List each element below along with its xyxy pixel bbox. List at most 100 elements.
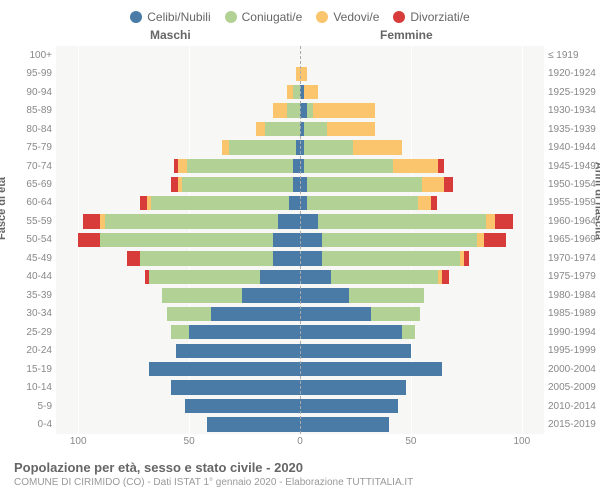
bar-segment	[78, 233, 100, 247]
bar-segment	[176, 344, 300, 358]
male-half	[56, 399, 300, 413]
bar-segment	[178, 159, 187, 173]
female-half	[300, 233, 544, 247]
bar-segment	[185, 399, 300, 413]
age-tick: 40-44	[0, 268, 52, 286]
male-half	[56, 140, 300, 154]
bar-segment	[402, 325, 415, 339]
chart-subtitle: COMUNE DI CIRIMIDO (CO) - Dati ISTAT 1° …	[14, 477, 586, 488]
female-half	[300, 214, 544, 228]
age-ticks: 100+95-9990-9485-8980-8475-7970-7465-696…	[0, 46, 56, 434]
female-half	[300, 251, 544, 265]
bar-segment	[304, 159, 393, 173]
female-half	[300, 270, 544, 284]
bar-segment	[313, 103, 375, 117]
bar-segment	[293, 159, 300, 173]
birth-tick: 1925-1929	[548, 83, 600, 101]
male-half	[56, 177, 300, 191]
legend: Celibi/Nubili Coniugati/e Vedovi/e Divorzia…	[0, 0, 600, 28]
bar-segment	[83, 214, 101, 228]
male-half	[56, 48, 300, 62]
bar-segment	[495, 214, 513, 228]
female-half	[300, 344, 544, 358]
legend-item: Coniugati/e	[225, 10, 303, 24]
bar-segment	[300, 288, 349, 302]
bar-segment	[300, 307, 371, 321]
bar-segment	[149, 362, 300, 376]
male-half	[56, 325, 300, 339]
age-tick: 75-79	[0, 138, 52, 156]
bar-segment	[322, 233, 477, 247]
bar-segment	[167, 307, 211, 321]
bar-segment	[293, 177, 300, 191]
male-half	[56, 270, 300, 284]
bar-segment	[287, 103, 300, 117]
age-tick: 45-49	[0, 249, 52, 267]
bar-segment	[300, 251, 322, 265]
male-half	[56, 344, 300, 358]
bar-segment	[162, 288, 242, 302]
legend-dot	[393, 11, 405, 23]
age-tick: 10-14	[0, 378, 52, 396]
header-female: Femmine	[380, 28, 433, 42]
center-line	[300, 46, 301, 434]
birth-tick: 1930-1934	[548, 101, 600, 119]
female-half	[300, 122, 544, 136]
bar-segment	[273, 251, 300, 265]
female-half	[300, 380, 544, 394]
bar-segment	[171, 325, 189, 339]
x-tick: 100	[70, 436, 87, 447]
x-tick: 50	[405, 436, 416, 447]
birth-tick: 1920-1924	[548, 64, 600, 82]
legend-label: Divorziati/e	[410, 10, 469, 24]
bar-segment	[431, 196, 438, 210]
age-tick: 30-34	[0, 305, 52, 323]
bar-segment	[140, 196, 147, 210]
legend-label: Vedovi/e	[333, 10, 379, 24]
y-axis-label-left: Fasce di età	[0, 177, 8, 240]
bar-segment	[187, 159, 293, 173]
header-male: Maschi	[150, 28, 191, 42]
bar-segment	[304, 85, 317, 99]
bar-segment	[486, 214, 495, 228]
bar-segment	[278, 214, 300, 228]
bar-segment	[331, 270, 437, 284]
birth-tick: 1990-1994	[548, 323, 600, 341]
bar-segment	[304, 122, 326, 136]
male-half	[56, 380, 300, 394]
female-half	[300, 307, 544, 321]
bar-segment	[222, 140, 229, 154]
male-half	[56, 159, 300, 173]
bar-segment	[300, 380, 406, 394]
male-half	[56, 214, 300, 228]
bar-segment	[442, 270, 449, 284]
plot-area	[56, 46, 544, 434]
bar-segment	[422, 177, 444, 191]
female-half	[300, 325, 544, 339]
bar-segment	[229, 140, 296, 154]
birth-tick: 1970-1974	[548, 249, 600, 267]
female-half	[300, 417, 544, 431]
male-half	[56, 362, 300, 376]
legend-item: Celibi/Nubili	[130, 10, 210, 24]
legend-item: Divorziati/e	[393, 10, 469, 24]
bar-segment	[100, 233, 273, 247]
bar-segment	[300, 214, 318, 228]
legend-dot	[316, 11, 328, 23]
male-half	[56, 122, 300, 136]
age-tick: 25-29	[0, 323, 52, 341]
bar-segment	[307, 177, 422, 191]
birth-tick: ≤ 1919	[548, 46, 600, 64]
female-half	[300, 85, 544, 99]
female-half	[300, 196, 544, 210]
bar-segment	[300, 417, 389, 431]
age-tick: 15-19	[0, 360, 52, 378]
chart-title: Popolazione per età, sesso e stato civil…	[14, 460, 586, 475]
bar-segment	[322, 251, 460, 265]
bar-segment	[300, 344, 411, 358]
bar-segment	[149, 270, 260, 284]
female-half	[300, 288, 544, 302]
bar-segment	[300, 362, 442, 376]
bar-segment	[393, 159, 437, 173]
age-tick: 95-99	[0, 64, 52, 82]
